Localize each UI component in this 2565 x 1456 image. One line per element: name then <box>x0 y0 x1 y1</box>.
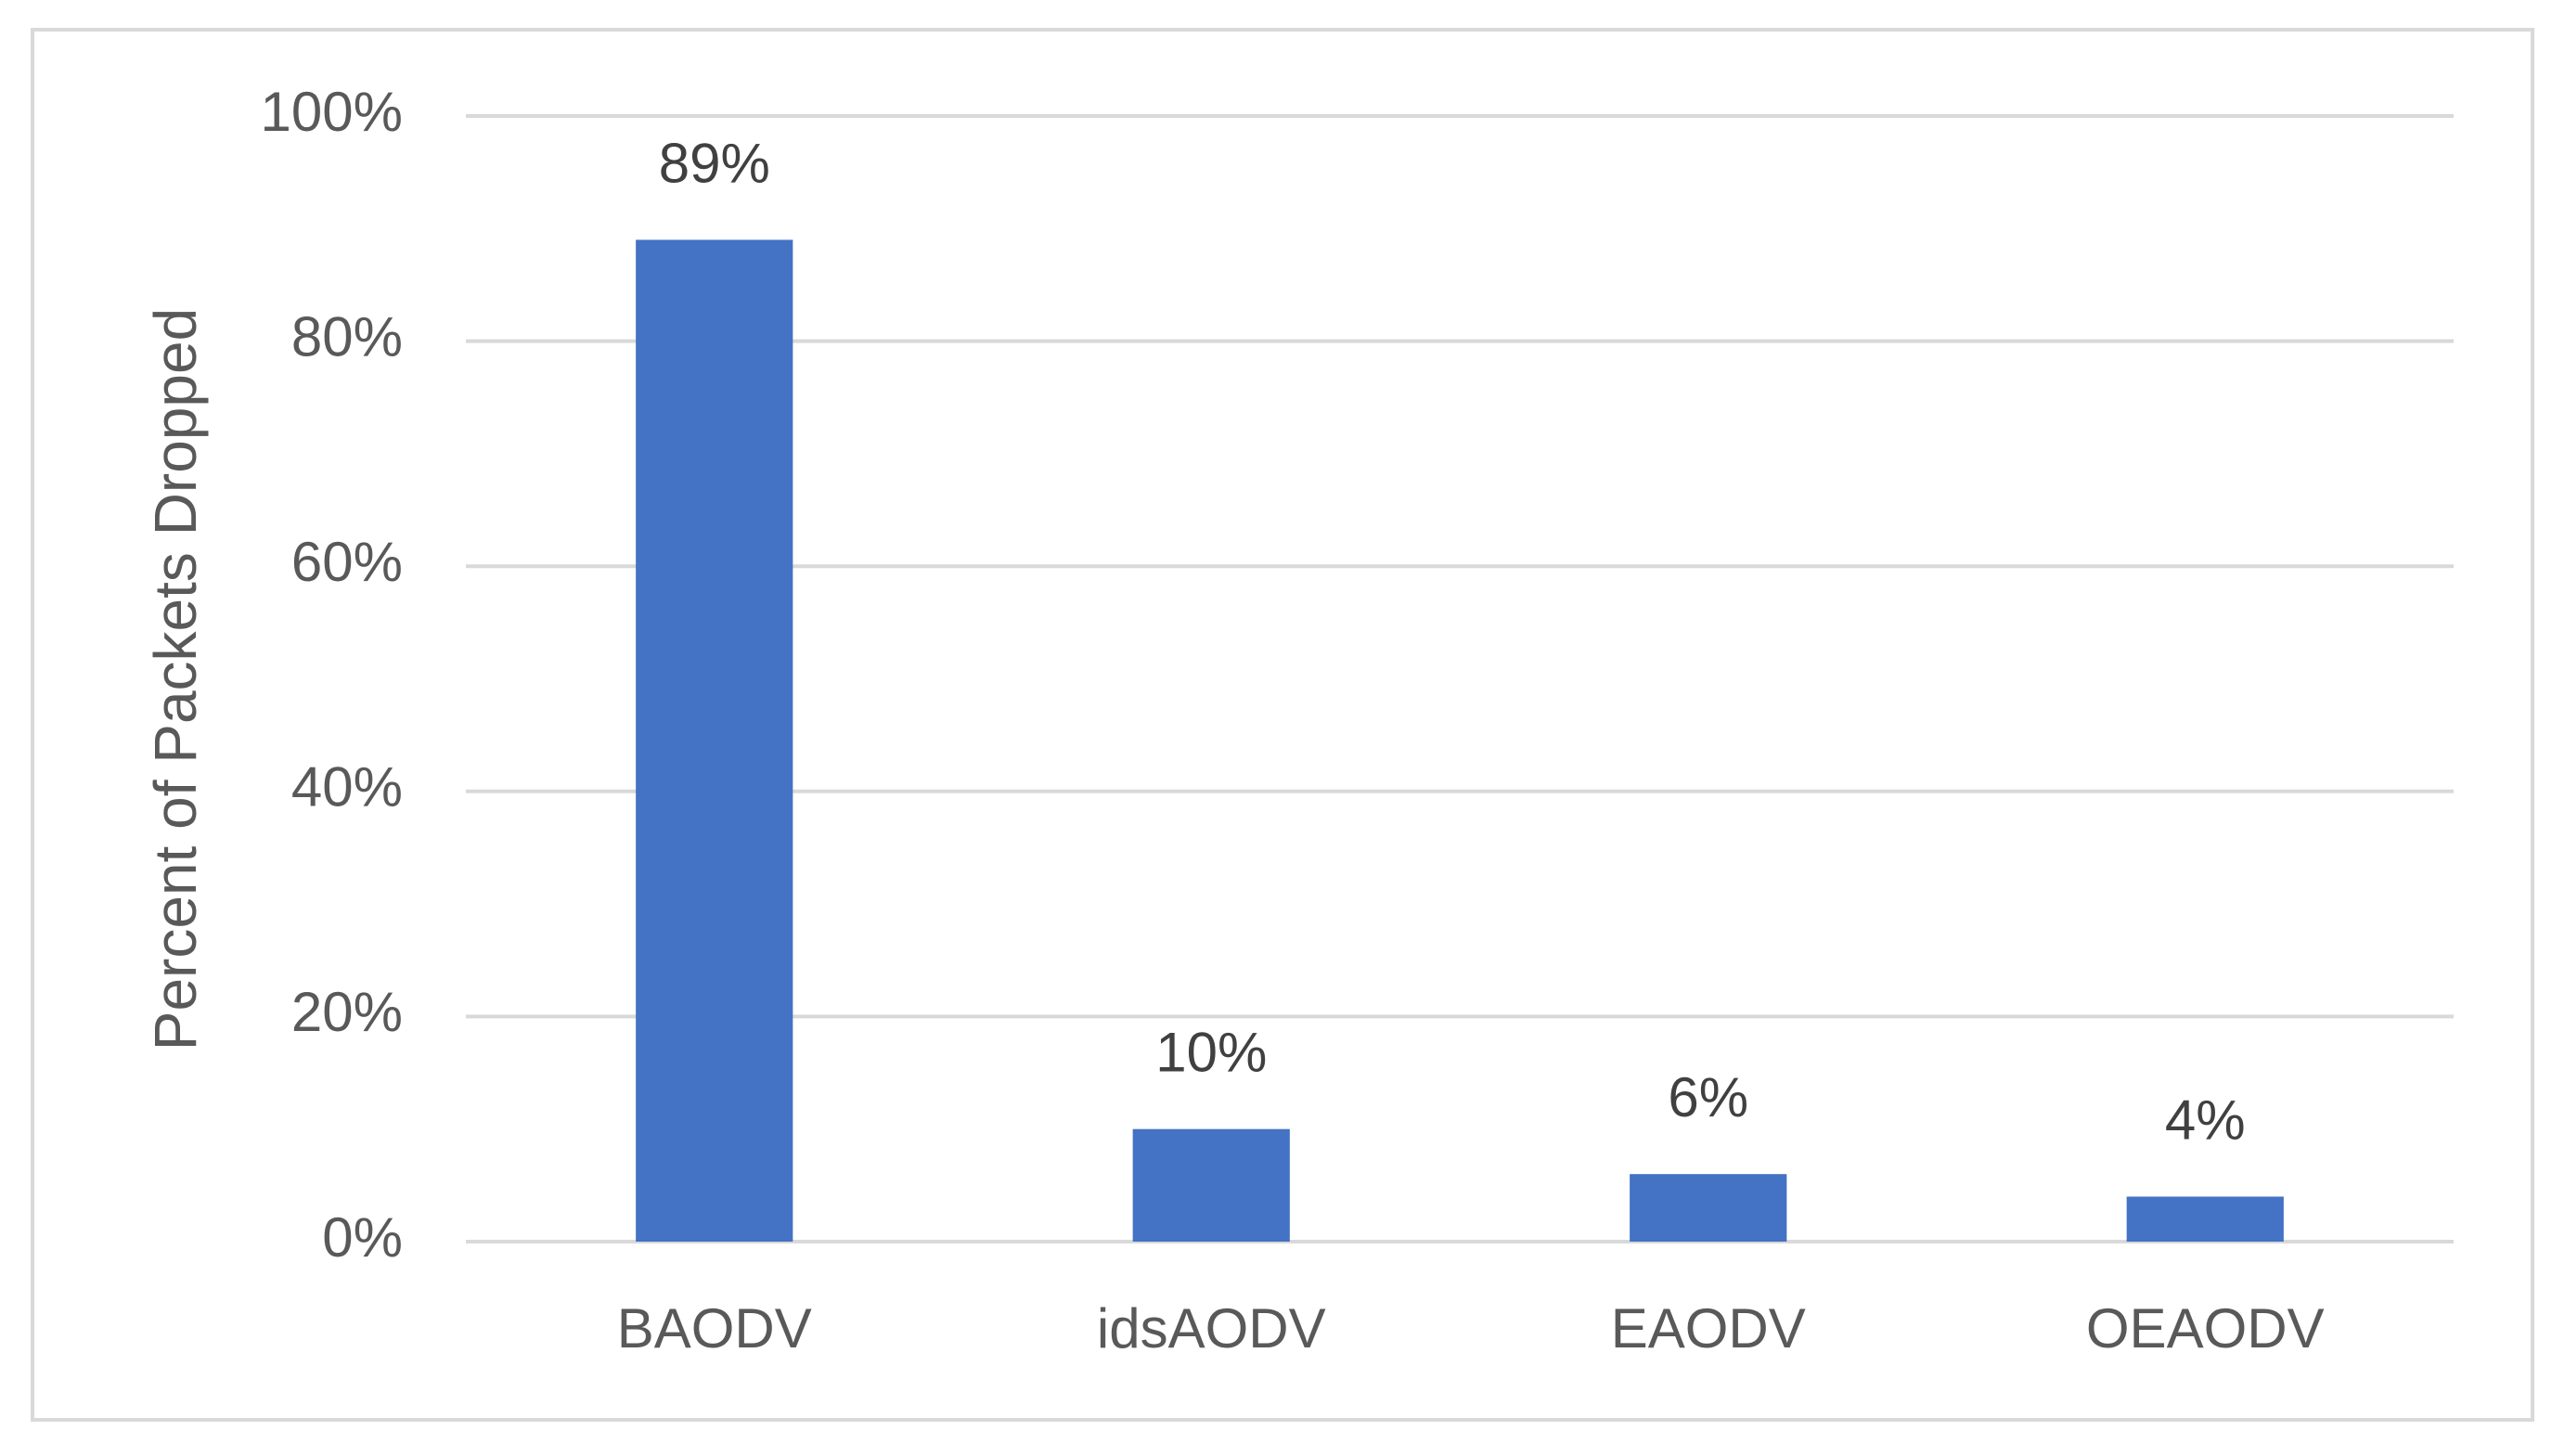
bar <box>2126 1196 2284 1242</box>
bar <box>1132 1128 1290 1242</box>
y-tick-label: 80% <box>291 305 403 367</box>
data-label: 6% <box>1668 1066 1748 1128</box>
x-tick-label: idsAODV <box>1097 1297 1326 1359</box>
y-tick-label: 20% <box>291 981 403 1043</box>
y-tick-label: 60% <box>291 531 403 593</box>
y-tick-label: 0% <box>322 1206 403 1269</box>
y-tick-label: 40% <box>291 756 403 818</box>
x-tick-label: BAODV <box>617 1297 812 1359</box>
bar <box>636 239 793 1243</box>
data-label: 10% <box>1155 1022 1267 1084</box>
x-tick-label: OEAODV <box>2086 1297 2325 1359</box>
bar <box>1630 1174 1787 1242</box>
y-axis-label: Percent of Packets Dropped <box>142 308 209 1050</box>
data-label: 89% <box>659 132 770 194</box>
x-tick-label: EAODV <box>1611 1297 1806 1359</box>
data-label: 4% <box>2165 1089 2246 1151</box>
y-tick-label: 100% <box>261 81 403 143</box>
